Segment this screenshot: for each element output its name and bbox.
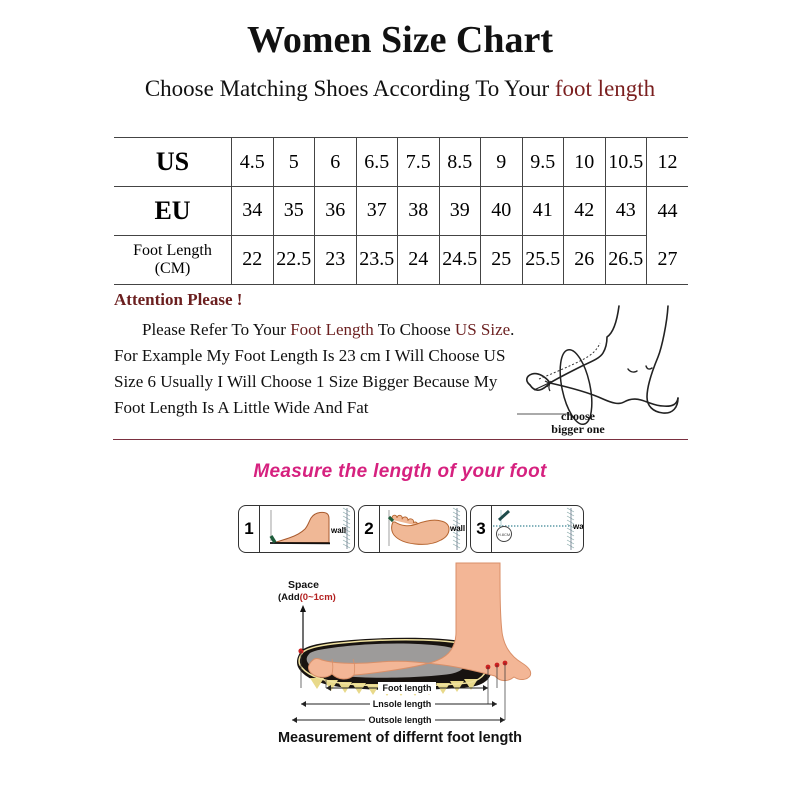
svg-text:H.8CM: H.8CM [498,532,510,537]
svg-text:choose: choose [561,409,596,423]
svg-text:Space: Space [288,579,319,591]
svg-text:Outsole length: Outsole length [369,715,432,725]
svg-text:Foot length: Foot length [383,683,432,693]
svg-text:wall: wall [449,524,465,533]
svg-text:wall: wall [330,526,346,535]
svg-text:Lnsole length: Lnsole length [373,699,432,709]
svg-text:(Add(0~1cm): (Add(0~1cm) [278,592,336,603]
svg-text:bigger one: bigger one [551,422,605,436]
svg-text:wall: wall [572,522,583,531]
